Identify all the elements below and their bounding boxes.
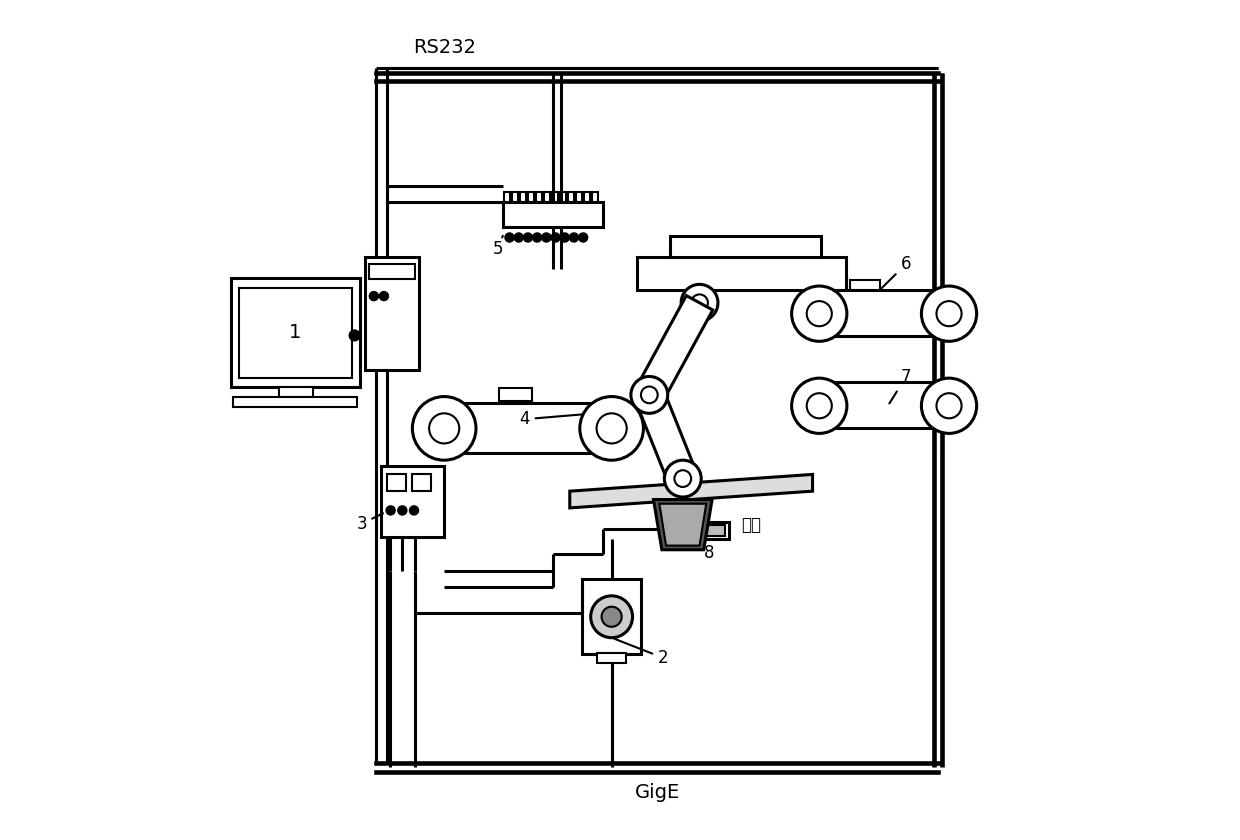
Circle shape [807,301,832,326]
Polygon shape [636,296,713,402]
Bar [637,257,846,291]
Polygon shape [569,475,812,508]
Circle shape [681,285,718,321]
Bar [382,466,444,538]
Bar [502,202,603,228]
Bar [413,475,430,491]
Circle shape [542,234,551,242]
Bar [239,288,352,378]
Text: 6: 6 [882,255,911,288]
Bar [560,192,565,202]
Bar [687,526,724,536]
Text: 7: 7 [889,368,911,403]
Bar [428,403,629,454]
Circle shape [515,234,523,242]
Bar [583,579,641,654]
Circle shape [631,376,667,413]
Circle shape [398,507,407,515]
Circle shape [523,234,532,242]
Circle shape [596,413,626,444]
Circle shape [410,507,418,515]
Bar [498,388,532,401]
Circle shape [413,396,476,460]
Bar [528,192,534,202]
Circle shape [921,286,977,341]
Text: RS232: RS232 [413,38,476,57]
Circle shape [691,294,708,311]
Text: 4: 4 [520,410,613,428]
Bar [368,265,415,280]
Bar [233,396,357,407]
Circle shape [429,413,459,444]
Bar [577,192,582,202]
Bar [365,257,419,370]
Circle shape [580,396,644,460]
Text: GigE: GigE [635,783,681,802]
Bar [536,192,542,202]
Polygon shape [635,389,697,484]
Circle shape [791,286,847,341]
Text: 2: 2 [614,638,668,667]
Text: 1: 1 [289,323,301,343]
Circle shape [807,393,832,418]
Circle shape [936,301,961,326]
Bar [279,386,312,396]
Bar [805,291,963,336]
Circle shape [387,507,394,515]
Circle shape [936,393,961,418]
Circle shape [533,234,542,242]
Text: 光源: 光源 [742,516,761,533]
Bar [552,192,558,202]
Circle shape [675,470,691,487]
Circle shape [921,378,977,433]
Bar [231,278,361,386]
Bar [598,653,626,663]
Bar [683,522,729,539]
Circle shape [569,234,578,242]
Circle shape [506,234,513,242]
Bar [591,192,598,202]
Circle shape [552,234,559,242]
Polygon shape [653,500,712,549]
Bar [671,236,821,257]
Bar [512,192,518,202]
Text: 3: 3 [356,513,383,533]
Text: 8: 8 [693,543,714,562]
Bar [805,382,963,428]
Circle shape [791,378,847,433]
Circle shape [601,606,621,627]
Polygon shape [660,504,707,546]
Circle shape [350,330,360,340]
Bar [505,192,511,202]
Circle shape [560,234,569,242]
Circle shape [665,460,701,497]
Bar [521,192,526,202]
Circle shape [590,596,632,638]
Circle shape [579,234,588,242]
Bar [568,192,574,202]
Bar [851,281,879,291]
Circle shape [641,386,657,403]
Bar [387,475,405,491]
Bar [584,192,590,202]
Circle shape [370,292,378,300]
Bar [544,192,551,202]
Circle shape [379,292,388,300]
Text: 5: 5 [492,236,503,258]
